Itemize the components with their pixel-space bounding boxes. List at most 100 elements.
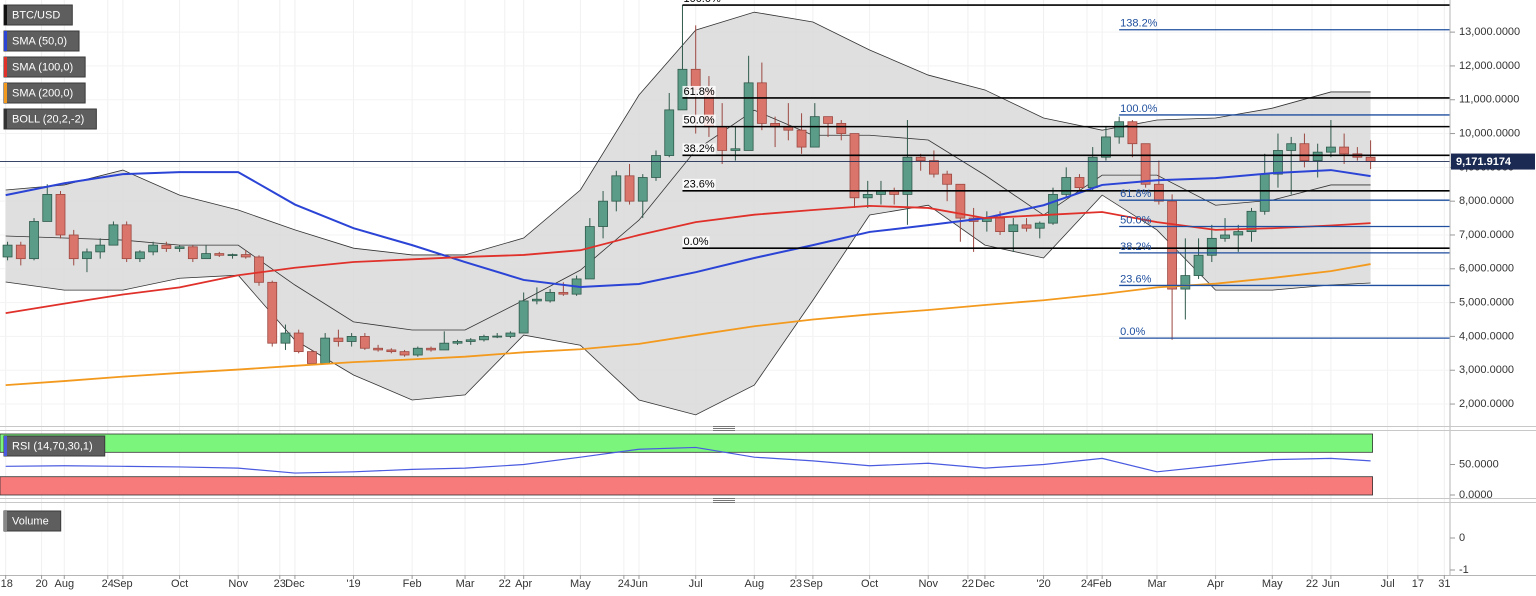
current-price-box <box>1451 153 1535 170</box>
candle-body <box>412 347 423 356</box>
y-tick-label: 5,000.0000 <box>1459 297 1514 309</box>
candle-body <box>1167 200 1177 290</box>
candle-body <box>849 133 860 199</box>
current-price-label: 9,171.9174 <box>1456 156 1512 168</box>
x-tick-label: '18 <box>0 578 13 590</box>
rsi-line <box>5 446 1371 474</box>
x-tick-label: 20 <box>35 578 47 590</box>
x-tick-label: Dec <box>285 578 305 590</box>
x-tick-label: May <box>570 578 591 590</box>
candle-body <box>293 332 304 353</box>
candle-body <box>545 292 556 302</box>
candle-body <box>1034 222 1045 229</box>
legend-label: Volume <box>12 515 49 527</box>
legend-item[interactable]: BOLL (20,2,-2) <box>3 108 97 130</box>
sma-line <box>5 169 1371 289</box>
x-tick-label: 22 <box>1306 578 1318 590</box>
legend-item[interactable]: Volume <box>3 510 62 532</box>
legend-label: RSI (14,70,30,1) <box>12 440 93 452</box>
x-tick-label: 17 <box>1412 578 1424 590</box>
x-tick-label: Apr <box>515 578 532 590</box>
candle-body <box>915 156 926 162</box>
fib-label: 0.0% <box>1120 326 1145 338</box>
candle-body <box>386 349 397 353</box>
x-tick-label: Feb <box>1093 578 1112 590</box>
candle-body <box>55 194 66 236</box>
x-tick-label: Jul <box>689 578 703 590</box>
legend-label: SMA (50,0) <box>12 35 67 47</box>
candle-body <box>187 246 198 260</box>
x-tick-label: '19 <box>346 578 360 590</box>
resize-grip[interactable] <box>713 498 735 503</box>
legend-label: SMA (100,0) <box>12 61 73 73</box>
fib-label-bg <box>682 143 716 155</box>
x-tick-label: Oct <box>171 578 188 590</box>
candle-body <box>743 82 754 151</box>
candle-body <box>1273 150 1283 175</box>
candle-body <box>1101 136 1111 158</box>
candle-body <box>1048 194 1058 224</box>
candle-body <box>465 339 476 342</box>
legend-swatch <box>4 57 7 77</box>
fib-label: 50.0% <box>1120 214 1151 226</box>
candle-body <box>1220 234 1230 239</box>
candle-body <box>1021 224 1032 229</box>
candle-body <box>479 336 489 341</box>
y-tick-label: 2,000.0000 <box>1459 398 1514 410</box>
candle-body <box>1365 156 1376 163</box>
x-tick-label: Jun <box>1322 578 1340 590</box>
fib-label-bg <box>682 178 716 190</box>
fib-label: 61.8% <box>683 86 714 98</box>
candle-body <box>1339 146 1350 155</box>
legend-item[interactable]: SMA (100,0) <box>3 56 86 78</box>
candle-body <box>902 156 913 195</box>
legend-label: SMA (200,0) <box>12 87 73 99</box>
y-tick-label: 8,000.0000 <box>1459 195 1514 207</box>
candle-body <box>809 116 820 148</box>
legend-item[interactable]: BTC/USD <box>3 4 73 26</box>
candle-body <box>1233 231 1244 236</box>
legend-item[interactable]: RSI (14,70,30,1) <box>3 435 106 457</box>
fib-label: 38.2% <box>683 143 714 155</box>
candle-body <box>307 351 317 364</box>
rsi-tick-label: 50.0000 <box>1459 458 1499 470</box>
candle-body <box>214 253 225 256</box>
candle-body <box>201 253 211 260</box>
fib-label: 0.0% <box>683 236 708 248</box>
fib-label: 61.8% <box>1120 188 1151 200</box>
rsi-tick-label: 0.0000 <box>1459 489 1493 501</box>
y-tick-label: 7,000.0000 <box>1459 229 1514 241</box>
legend-item[interactable]: SMA (50,0) <box>3 30 80 52</box>
candle-body <box>531 298 542 302</box>
candle-body <box>2 244 13 258</box>
candle-body <box>240 254 251 258</box>
candle-body <box>439 342 450 351</box>
y-tick-label: 3,000.0000 <box>1459 364 1514 376</box>
candle-body <box>174 246 185 249</box>
candle-body <box>942 173 953 185</box>
y-tick-label: 4,000.0000 <box>1459 330 1514 342</box>
candle-body <box>1325 146 1336 153</box>
candle-body <box>1127 121 1138 145</box>
legend-label: BOLL (20,2,-2) <box>12 113 84 125</box>
candle-body <box>1180 275 1191 290</box>
sma-line <box>5 263 1371 386</box>
x-tick-label: Jul <box>1381 578 1395 590</box>
x-tick-label: 23 <box>274 578 286 590</box>
candle-body <box>955 183 966 219</box>
legend: BTC/USD SMA (50,0) SMA (100,0) SMA (200,0) B… <box>3 4 106 532</box>
candle-body <box>584 226 595 280</box>
candle-body <box>1061 177 1072 195</box>
resize-grip[interactable] <box>713 426 735 431</box>
candle-body <box>1312 151 1323 162</box>
candle-body <box>254 256 264 283</box>
legend-item[interactable]: SMA (200,0) <box>3 82 86 104</box>
candle-body <box>134 251 145 260</box>
candle-body <box>1140 143 1151 185</box>
candle-body <box>1206 237 1217 256</box>
x-tick-label: Oct <box>861 578 878 590</box>
x-tick-label: Nov <box>918 578 938 590</box>
rsi-overbought-zone <box>0 433 1373 453</box>
bollinger-band <box>5 12 1371 415</box>
